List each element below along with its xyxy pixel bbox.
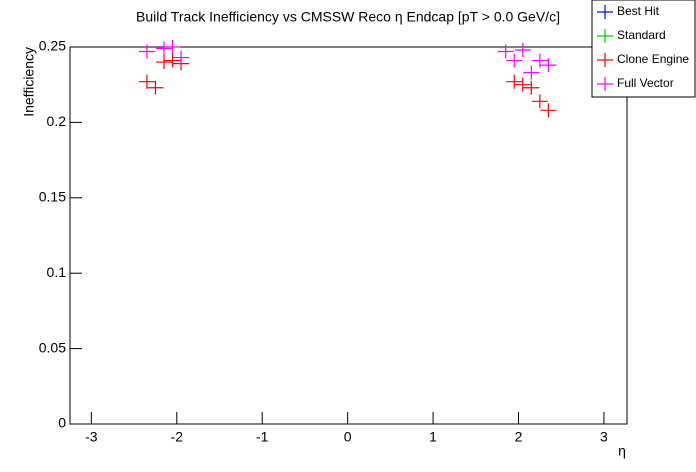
marker (540, 103, 557, 118)
legend-marker (597, 5, 613, 19)
y-tick-label: 0.1 (47, 264, 67, 280)
marker (147, 80, 164, 95)
legend-marker (597, 29, 613, 43)
marker (531, 53, 548, 68)
legend-marker (597, 77, 613, 91)
x-axis-label: η (618, 443, 626, 459)
x-tick-label: -2 (171, 429, 184, 445)
x-tick-label: 1 (429, 429, 437, 445)
marker (164, 40, 181, 54)
marker (523, 65, 540, 80)
x-tick-label: 0 (344, 429, 352, 445)
marker (155, 55, 172, 70)
x-tick-label: -1 (256, 429, 269, 445)
marker (514, 43, 531, 58)
marker (138, 44, 155, 59)
y-tick-label: 0.05 (39, 339, 66, 355)
y-tick-label: 0.2 (47, 113, 67, 129)
legend-label: Standard (617, 28, 666, 42)
chart-title: Build Track Inefficiency vs CMSSW Reco η… (136, 9, 560, 25)
legend-label: Full Vector (617, 76, 674, 90)
marker (540, 58, 557, 73)
plot-frame (69, 46, 628, 425)
marker (164, 53, 181, 68)
y-axis-label: Inefficiency (21, 47, 37, 117)
marker (497, 44, 514, 59)
marker (173, 50, 190, 65)
x-tick-label: 2 (515, 429, 523, 445)
marker (514, 77, 531, 92)
legend-box (591, 0, 696, 98)
x-tick-label: 3 (600, 429, 608, 445)
marker (531, 94, 548, 109)
y-tick-label: 0 (58, 415, 66, 431)
legend-label: Clone Engine (617, 52, 689, 66)
marker (138, 74, 155, 89)
marker (506, 53, 523, 68)
legend-marker (597, 53, 613, 67)
marker (155, 41, 172, 56)
legend-label: Best Hit (617, 4, 660, 18)
y-tick-label: 0.25 (39, 38, 66, 54)
marker (523, 80, 540, 95)
marker (506, 74, 523, 89)
x-tick-label: -3 (85, 429, 98, 445)
y-tick-label: 0.15 (39, 189, 66, 205)
